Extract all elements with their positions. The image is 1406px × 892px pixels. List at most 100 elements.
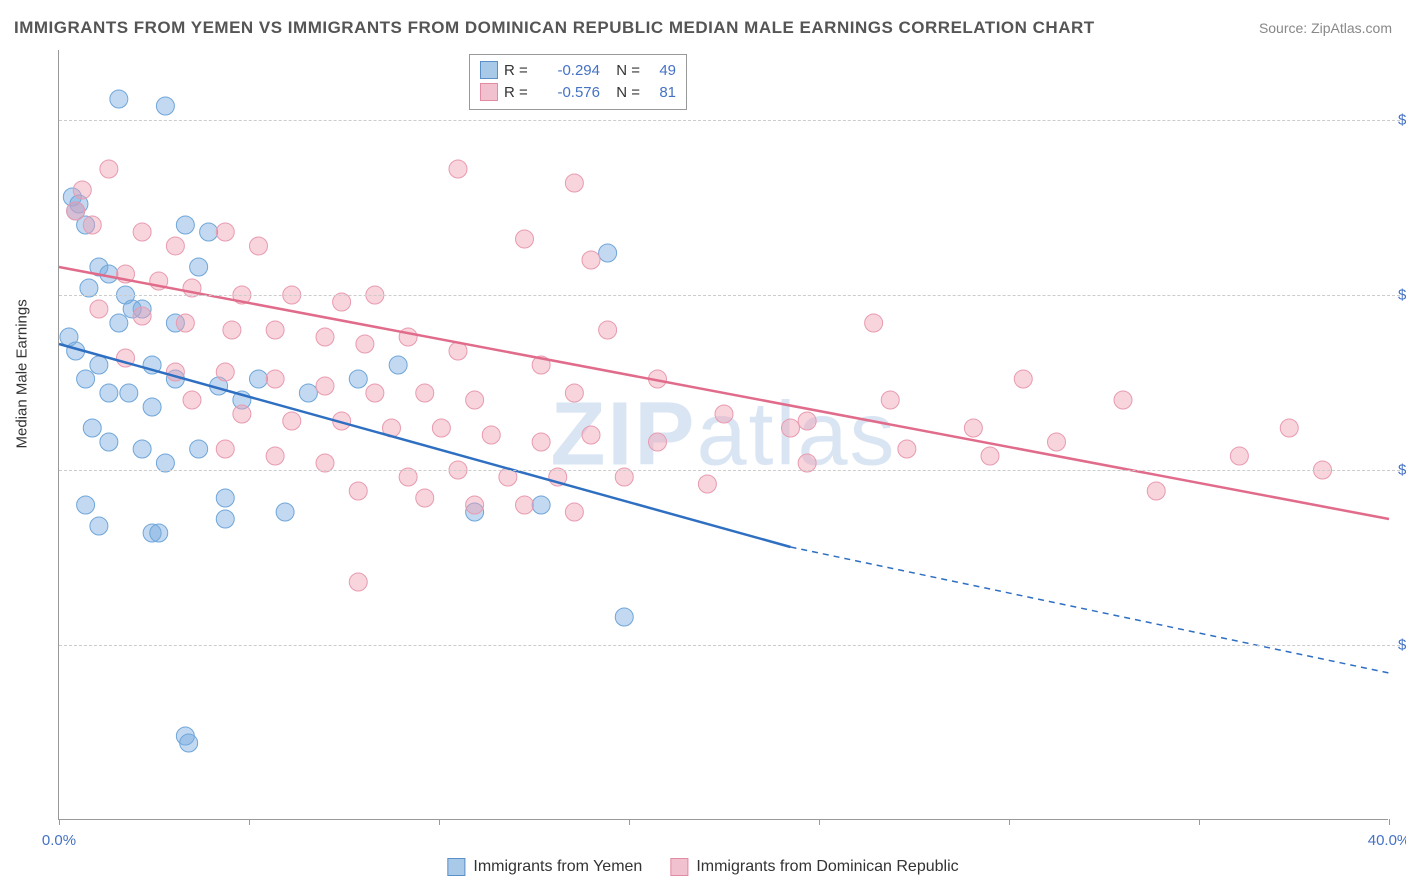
x-tick: [629, 819, 630, 825]
data-point: [582, 426, 600, 444]
data-point: [183, 391, 201, 409]
data-point: [216, 363, 234, 381]
swatch-icon: [670, 858, 688, 876]
data-point: [964, 419, 982, 437]
data-point: [316, 328, 334, 346]
data-point: [349, 370, 367, 388]
data-point: [898, 440, 916, 458]
stats-row: R =-0.294N =49: [480, 59, 676, 81]
data-point: [715, 405, 733, 423]
stats-legend: R =-0.294N =49R =-0.576N =81: [469, 54, 687, 110]
data-point: [100, 384, 118, 402]
legend-item: Immigrants from Yemen: [447, 858, 642, 876]
data-point: [120, 384, 138, 402]
data-point: [1114, 391, 1132, 409]
data-point: [90, 517, 108, 535]
stat-r-label: R =: [504, 84, 536, 101]
data-point: [449, 160, 467, 178]
legend-label: Immigrants from Yemen: [473, 858, 642, 876]
trend-line: [59, 344, 791, 547]
data-point: [432, 419, 450, 437]
x-min-label: 0.0%: [42, 832, 76, 849]
title-bar: IMMIGRANTS FROM YEMEN VS IMMIGRANTS FROM…: [14, 18, 1392, 38]
y-tick-label: $60,000: [1390, 112, 1406, 129]
data-point: [90, 300, 108, 318]
chart-title: IMMIGRANTS FROM YEMEN VS IMMIGRANTS FROM…: [14, 18, 1095, 38]
stats-row: R =-0.576N =81: [480, 81, 676, 103]
data-point: [649, 433, 667, 451]
x-tick: [1199, 819, 1200, 825]
swatch-icon: [480, 61, 498, 79]
data-point: [565, 174, 583, 192]
data-point: [316, 377, 334, 395]
data-point: [223, 321, 241, 339]
data-point: [216, 510, 234, 528]
x-tick: [439, 819, 440, 825]
x-max-label: 40.0%: [1368, 832, 1406, 849]
x-tick: [1009, 819, 1010, 825]
data-point: [466, 496, 484, 514]
data-point: [266, 321, 284, 339]
data-point: [416, 489, 434, 507]
data-point: [698, 475, 716, 493]
data-point: [1048, 433, 1066, 451]
y-tick-label: $47,500: [1390, 287, 1406, 304]
source-attribution: Source: ZipAtlas.com: [1259, 20, 1392, 36]
data-point: [615, 608, 633, 626]
data-point: [366, 384, 384, 402]
data-point: [83, 419, 101, 437]
swatch-icon: [447, 858, 465, 876]
y-tick-label: $22,500: [1390, 637, 1406, 654]
stat-n-value: 49: [646, 62, 676, 79]
gridline: [59, 645, 1400, 646]
data-point: [981, 447, 999, 465]
data-point: [532, 433, 550, 451]
data-point: [1280, 419, 1298, 437]
data-point: [67, 202, 85, 220]
data-point: [176, 216, 194, 234]
data-point: [798, 412, 816, 430]
data-point: [250, 370, 268, 388]
stat-r-label: R =: [504, 62, 536, 79]
data-point: [266, 447, 284, 465]
trend-line: [59, 267, 1389, 519]
data-point: [180, 734, 198, 752]
data-point: [216, 489, 234, 507]
stat-r-value: -0.576: [542, 84, 600, 101]
swatch-icon: [480, 83, 498, 101]
data-point: [90, 356, 108, 374]
data-point: [216, 440, 234, 458]
plot-area: ZIPatlas R =-0.294N =49R =-0.576N =81 $2…: [58, 50, 1388, 820]
x-tick: [59, 819, 60, 825]
data-point: [100, 160, 118, 178]
trend-line-extrapolated: [791, 547, 1390, 673]
data-point: [73, 181, 91, 199]
data-point: [100, 433, 118, 451]
data-point: [416, 384, 434, 402]
plot-svg: [59, 50, 1388, 819]
data-point: [266, 370, 284, 388]
x-tick: [819, 819, 820, 825]
data-point: [299, 384, 317, 402]
data-point: [599, 244, 617, 262]
data-point: [565, 384, 583, 402]
data-point: [190, 440, 208, 458]
data-point: [200, 223, 218, 241]
data-point: [190, 258, 208, 276]
data-point: [77, 370, 95, 388]
data-point: [349, 573, 367, 591]
data-point: [250, 237, 268, 255]
data-point: [782, 419, 800, 437]
data-point: [150, 524, 168, 542]
data-point: [176, 314, 194, 332]
data-point: [110, 314, 128, 332]
bottom-legend: Immigrants from Yemen Immigrants from Dom…: [447, 858, 958, 876]
data-point: [599, 321, 617, 339]
data-point: [216, 223, 234, 241]
data-point: [466, 391, 484, 409]
chart-container: IMMIGRANTS FROM YEMEN VS IMMIGRANTS FROM…: [0, 0, 1406, 892]
data-point: [143, 398, 161, 416]
data-point: [389, 356, 407, 374]
gridline: [59, 470, 1400, 471]
legend-item: Immigrants from Dominican Republic: [670, 858, 958, 876]
